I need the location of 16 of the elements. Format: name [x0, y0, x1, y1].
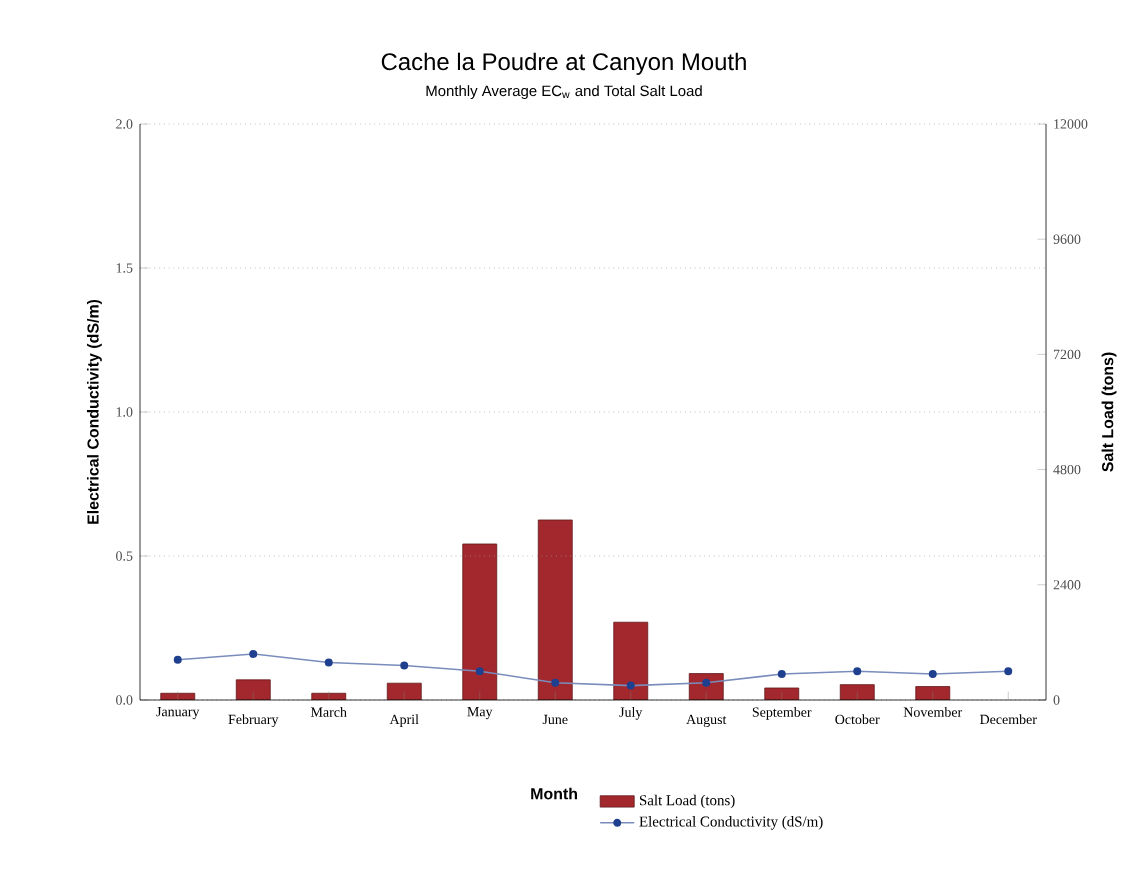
bar — [462, 543, 498, 700]
point — [324, 658, 333, 667]
point — [928, 670, 937, 679]
point — [249, 649, 258, 658]
bar — [236, 679, 271, 700]
point — [777, 670, 786, 679]
point — [551, 678, 560, 687]
point — [1004, 667, 1013, 676]
bar — [537, 519, 573, 700]
point — [173, 655, 182, 664]
point — [475, 667, 484, 676]
chart-title: Cache la Poudre at Canyon Mouth — [381, 52, 746, 75]
point — [400, 661, 409, 670]
bar — [613, 621, 649, 700]
point — [853, 667, 862, 676]
point — [626, 681, 635, 690]
